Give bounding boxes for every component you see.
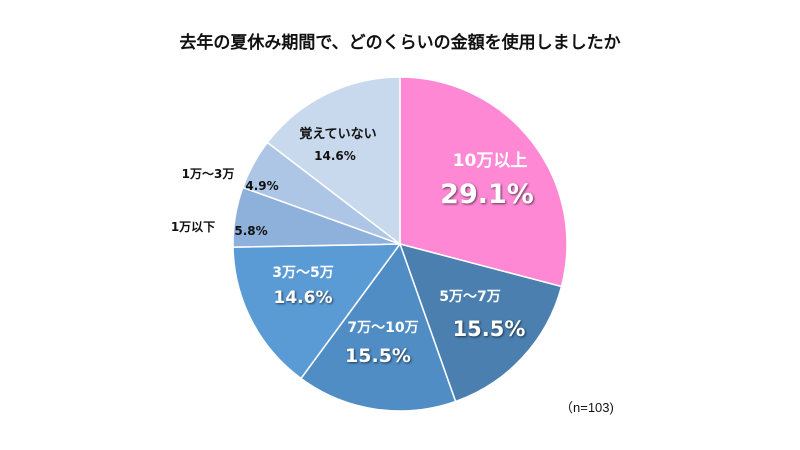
slice-value-label: 15.5%	[345, 345, 411, 367]
slice-label: 10万以上	[453, 151, 528, 171]
slice-label: 3万～5万	[272, 265, 333, 281]
pie-slice	[266, 76, 401, 246]
slice-label: 5万～7万	[439, 289, 500, 305]
slice-value-label: 29.1%	[440, 179, 534, 210]
slice-label: 7万～10万	[347, 320, 418, 336]
slice-label: 1万以下	[171, 220, 215, 234]
slice-label: 1万～3万	[182, 167, 235, 181]
pie-slice	[398, 242, 563, 403]
sample-size-note: （n=103)	[560, 400, 614, 415]
chart-title: 去年の夏休み期間で、どのくらいの金額を使用しましたか	[179, 33, 621, 53]
slice-value-label: 14.6%	[314, 149, 356, 163]
slice-label: 覚えていない	[298, 126, 376, 142]
pie-slice	[399, 76, 568, 288]
pie-slice	[299, 242, 457, 412]
pie-slice	[232, 243, 402, 380]
slice-value-label: 5.8%	[234, 224, 267, 238]
slice-value-label: 15.5%	[453, 317, 526, 341]
slice-value-label: 4.9%	[245, 179, 278, 193]
slice-value-label: 14.6%	[274, 288, 333, 308]
